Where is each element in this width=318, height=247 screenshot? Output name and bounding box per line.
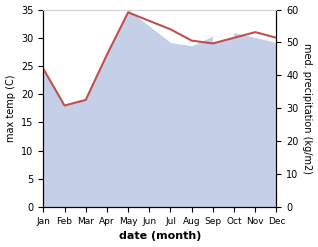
Y-axis label: med. precipitation (kg/m2): med. precipitation (kg/m2) — [302, 43, 313, 174]
Y-axis label: max temp (C): max temp (C) — [5, 75, 16, 142]
X-axis label: date (month): date (month) — [119, 231, 201, 242]
